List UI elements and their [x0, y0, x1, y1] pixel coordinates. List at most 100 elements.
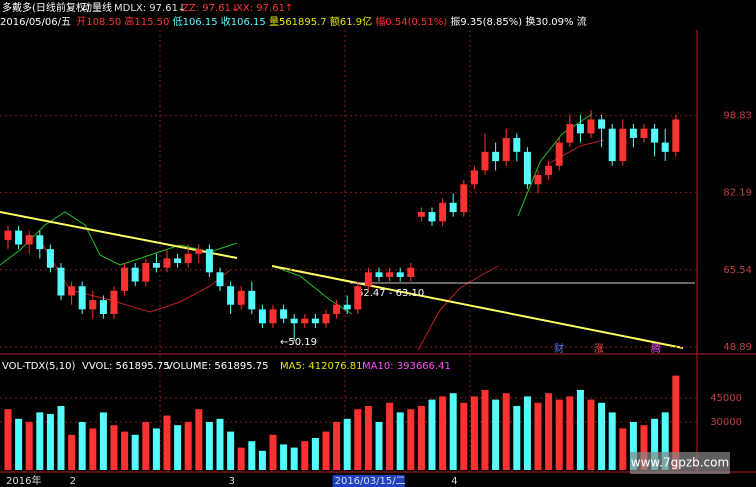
candle-body: [587, 119, 595, 134]
candle-body: [25, 235, 33, 245]
volume-bar: [290, 447, 298, 470]
candle-body: [354, 286, 362, 310]
candle-body: [174, 258, 182, 264]
volume-item: MA10: 393666.41: [362, 361, 451, 372]
candle-body: [417, 212, 425, 217]
candle-body: [99, 300, 107, 315]
volume-bar: [576, 390, 584, 470]
volume-bar: [78, 422, 86, 470]
candle-body: [184, 253, 192, 264]
candle-body: [68, 286, 76, 296]
volume-bar: [375, 422, 383, 470]
volume-bar: [121, 431, 129, 470]
annotation: 62.47 - 63.10: [357, 288, 424, 299]
volume-bar: [513, 406, 521, 470]
candle-body: [78, 286, 86, 310]
candle-body: [375, 272, 383, 277]
candle-body: [449, 202, 457, 213]
candle-body: [216, 272, 224, 287]
volume-bar: [227, 431, 235, 470]
candle-body: [534, 175, 542, 185]
candle-body: [152, 263, 160, 268]
volume-bar: [174, 425, 182, 470]
volume-bar: [216, 418, 224, 470]
volume-bar: [661, 412, 669, 470]
candle-body: [523, 151, 531, 185]
candle-body: [576, 124, 584, 134]
plot-area: 98.83 82.19 65.54 48.89 2016年 2 3 2016/03/15/二 4…: [0, 110, 752, 487]
volume-bar: [46, 414, 54, 470]
volume-bar: [110, 425, 118, 470]
volume-bar: [523, 396, 531, 470]
y-tick-label: 65.54: [723, 265, 752, 276]
volume-bar: [195, 409, 203, 470]
candle-body: [121, 267, 129, 291]
volume-bar: [470, 396, 478, 470]
candle-body: [608, 128, 616, 162]
volume-bar: [386, 402, 394, 470]
candle-body: [301, 318, 309, 324]
volume-bar: [651, 418, 659, 470]
volume-bar: [629, 422, 637, 470]
volume-header: VOL-TDX(5,10) VVOL: 561895.75 VOLUME: 56…: [2, 361, 451, 372]
volume-bar: [619, 428, 627, 470]
candle-body: [566, 124, 574, 143]
candle-body: [258, 309, 266, 324]
candle-body: [396, 272, 404, 277]
header-item: 低106.15: [173, 15, 218, 28]
candle-body: [57, 267, 65, 296]
candle-body: [227, 286, 235, 305]
volume-bar: [142, 422, 150, 470]
volume-bar: [205, 422, 213, 470]
volume-bar: [184, 422, 192, 470]
y-tick-label: 82.19: [723, 188, 752, 199]
candle-body: [280, 309, 288, 319]
watermark: www.7gpzb.com: [631, 456, 729, 470]
header-item: MDLX: 97.61↓: [114, 3, 186, 14]
candle-body: [290, 318, 298, 324]
volume-bar: [152, 428, 160, 470]
volume-bar: [439, 396, 447, 470]
header-item: ZZ: 97.61↓: [182, 3, 239, 14]
volume-bar: [608, 412, 616, 470]
header-item: 多戴多(日线前复权): [2, 1, 90, 14]
header-item: 动量线: [82, 1, 112, 14]
candle-body: [163, 258, 171, 268]
candle-body: [110, 290, 118, 315]
volume-bar: [428, 399, 436, 470]
candle-body: [311, 318, 319, 324]
volume-bar: [311, 438, 319, 470]
candle-body: [513, 137, 521, 152]
trend-line: [271, 265, 684, 349]
volume-bar: [269, 434, 277, 470]
x-tick-label: 2016/03/15/二: [335, 476, 406, 487]
candle-body: [4, 230, 12, 240]
annotation: 财: [554, 342, 564, 355]
candle-body: [237, 290, 245, 305]
volume-bar: [4, 409, 12, 470]
candle-body: [492, 151, 500, 162]
volume-bar: [258, 450, 266, 470]
volume-bar: [25, 422, 33, 470]
candle-body: [640, 128, 648, 138]
volume-bar: [502, 393, 510, 470]
candle-body: [142, 263, 150, 282]
volume-bar: [343, 418, 351, 470]
volume-bar: [396, 412, 404, 470]
candle-body: [545, 165, 553, 176]
candle-body: [364, 272, 372, 287]
annotation: ←50.19: [280, 337, 317, 348]
volume-bar: [672, 375, 680, 470]
volume-item: VOLUME: 561895.75: [166, 361, 269, 372]
volume-bar: [640, 425, 648, 470]
x-tick-label: 2016年: [6, 474, 41, 487]
indicator-line: [417, 265, 499, 351]
annotation: 腾: [651, 342, 661, 355]
indicator-line: [517, 113, 593, 217]
x-tick-label: 4: [451, 476, 457, 487]
watermark-box: [630, 452, 730, 474]
candle-body: [343, 304, 351, 310]
header-line2: 2016/05/06/五 开108.50 高115.50 低106.15 收10…: [0, 15, 587, 28]
